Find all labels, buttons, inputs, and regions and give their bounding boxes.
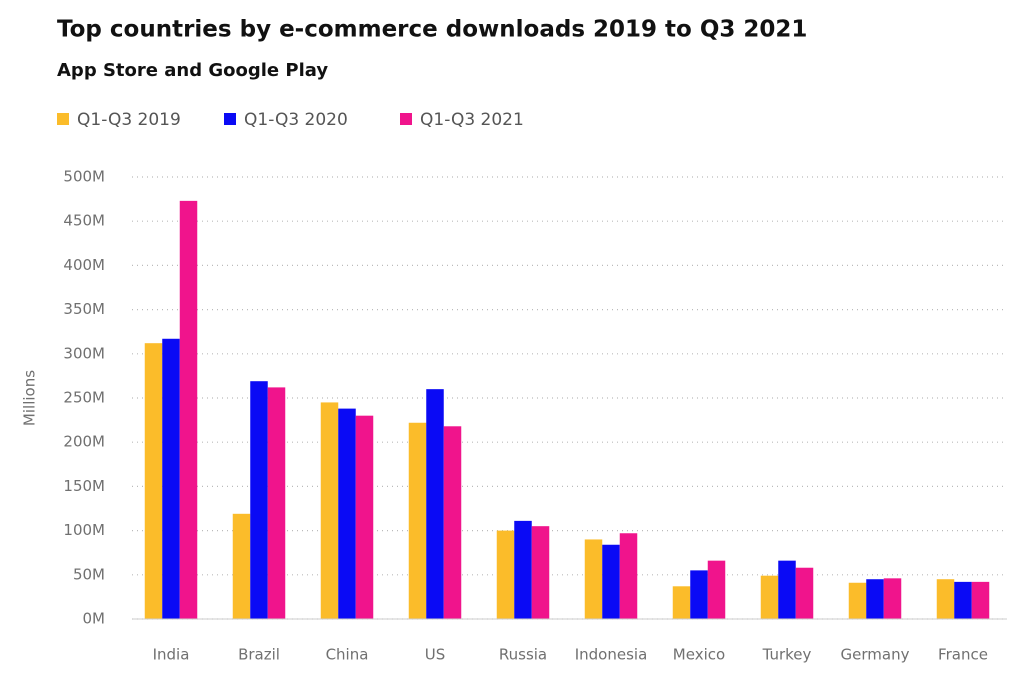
bar — [795, 567, 814, 619]
bar — [619, 533, 638, 619]
x-tick-label: Russia — [499, 646, 547, 664]
legend-swatch — [400, 113, 412, 125]
x-tick-label: Turkey — [762, 646, 812, 664]
bar — [320, 402, 339, 619]
bar — [584, 539, 603, 619]
y-tick-label: 50M — [73, 565, 105, 583]
legend-label: Q1-Q3 2019 — [77, 110, 181, 130]
bar — [267, 387, 286, 619]
bar — [443, 426, 462, 619]
bar — [144, 343, 163, 619]
x-tick-label: Germany — [841, 646, 910, 664]
chart-subtitle: App Store and Google Play — [57, 60, 328, 81]
bar — [408, 422, 427, 619]
bar — [760, 575, 779, 619]
x-tick-label: US — [425, 646, 446, 664]
x-tick-label: Indonesia — [575, 646, 648, 664]
y-tick-label: 500M — [63, 168, 105, 186]
y-tick-label: 200M — [63, 433, 105, 451]
x-tick-label: India — [153, 646, 190, 664]
y-tick-label: 250M — [63, 389, 105, 407]
y-tick-label: 300M — [63, 344, 105, 362]
bar — [179, 200, 198, 620]
bar — [866, 579, 884, 619]
x-tick-label: Brazil — [238, 646, 280, 664]
legend-label: Q1-Q3 2021 — [420, 110, 524, 130]
bar — [514, 520, 532, 619]
y-tick-label: 450M — [63, 212, 105, 230]
bar — [672, 586, 691, 619]
bar — [848, 582, 867, 619]
bar — [936, 579, 955, 619]
y-tick-label: 150M — [63, 477, 105, 495]
y-tick-label: 100M — [63, 521, 105, 539]
bar — [232, 513, 251, 619]
x-tick-label: China — [326, 646, 369, 664]
y-tick-label: 0M — [83, 610, 106, 628]
bar — [355, 415, 374, 619]
legend-label: Q1-Q3 2020 — [244, 110, 348, 130]
bar — [954, 581, 972, 619]
chart-title: Top countries by e-commerce downloads 20… — [57, 17, 807, 43]
bar — [883, 578, 902, 619]
y-axis-label: Millions — [21, 370, 39, 426]
bar — [690, 570, 708, 619]
bar — [426, 389, 444, 619]
bar — [250, 381, 268, 619]
bar — [531, 526, 550, 619]
legend-swatch — [57, 113, 69, 125]
bar — [496, 530, 515, 619]
legend-swatch — [224, 113, 236, 125]
bar — [338, 408, 356, 619]
x-tick-label: Mexico — [673, 646, 725, 664]
bar — [971, 581, 990, 619]
x-tick-label: France — [938, 646, 988, 664]
bar — [602, 544, 620, 619]
y-tick-label: 350M — [63, 300, 105, 318]
bar — [707, 560, 726, 619]
bar — [162, 338, 180, 619]
bar — [778, 560, 796, 619]
y-tick-label: 400M — [63, 256, 105, 274]
